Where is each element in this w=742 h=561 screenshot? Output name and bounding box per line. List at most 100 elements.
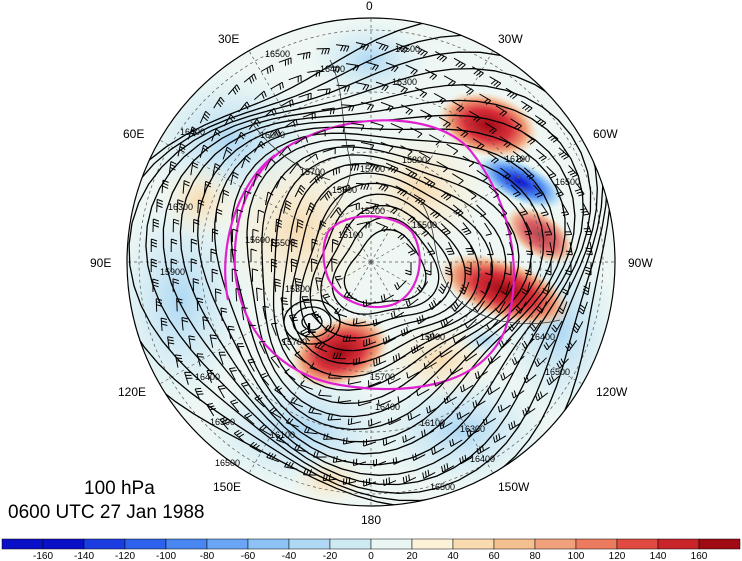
wind-barb: [425, 262, 432, 276]
wind-barb: [394, 280, 407, 291]
wind-barb: [382, 438, 396, 446]
wind-barb: [438, 281, 449, 294]
wind-barb: [380, 101, 394, 112]
wind-barb: [236, 209, 244, 223]
wind-barb: [230, 248, 237, 262]
wind-barb: [523, 374, 537, 384]
wind-barb: [487, 152, 499, 164]
wind-barb: [469, 110, 482, 123]
wind-barb: [172, 278, 179, 292]
wind-barb: [385, 203, 398, 215]
svg-text:15900: 15900: [160, 267, 185, 277]
wind-barb: [311, 238, 318, 253]
colorbar-box: [165, 538, 208, 550]
wind-barb: [567, 164, 578, 178]
wind-barb: [390, 122, 404, 134]
lon-label-90w: 90W: [628, 256, 653, 270]
wind-barb: [452, 335, 466, 344]
wind-barb: [497, 203, 508, 217]
meridian-line: [159, 261, 372, 385]
wind-barb: [301, 296, 310, 310]
wind-barb: [355, 82, 370, 91]
wind-barb: [356, 221, 370, 229]
lon-label-150e: 150E: [213, 480, 242, 494]
wind-barb: [150, 258, 158, 272]
svg-text:15700: 15700: [370, 372, 395, 382]
wind-barb: [373, 458, 387, 467]
wind-barb: [461, 83, 474, 95]
colorbar-tick-label: -60: [241, 551, 256, 561]
wind-barb: [449, 367, 463, 376]
wind-barb: [452, 173, 464, 185]
colorbar-box: [83, 538, 126, 550]
height-contour: [145, 67, 598, 486]
wind-barb: [223, 114, 236, 127]
wind-barb: [259, 372, 270, 386]
wind-barb: [196, 297, 204, 312]
colorbar-tick-label: 40: [447, 551, 459, 561]
wind-barb: [174, 354, 183, 368]
wind-barb: [453, 57, 466, 69]
colorbar-box: [370, 538, 413, 550]
wind-barb: [319, 190, 333, 201]
wind-barb: [466, 429, 480, 438]
wind-barb: [187, 126, 198, 140]
wind-barb: [209, 334, 217, 348]
wind-barb: [545, 262, 552, 276]
wind-barb: [459, 454, 473, 465]
meridian-line: [248, 261, 372, 474]
wind-barb: [365, 61, 379, 71]
wind-barb: [487, 242, 494, 256]
wind-barb: [219, 416, 230, 430]
colorbar-box: [329, 538, 372, 550]
wind-barb: [177, 143, 187, 157]
wind-barb: [213, 96, 225, 109]
wind-barb: [353, 458, 367, 466]
wind-barb: [271, 238, 278, 252]
svg-text:16500: 16500: [395, 44, 420, 54]
wind-barb: [156, 198, 163, 213]
highlight-contours: [224, 119, 515, 391]
wind-barb: [326, 166, 340, 176]
wind-barb: [500, 167, 512, 180]
colorbar-tick-label: 0: [368, 551, 374, 561]
wind-barb: [406, 371, 420, 379]
wind-barb: [422, 469, 436, 479]
wind-barb: [428, 299, 442, 310]
wind-barb: [424, 69, 438, 80]
svg-text:15600: 15600: [245, 235, 270, 245]
svg-text:15200: 15200: [360, 206, 385, 216]
wind-barb: [206, 402, 216, 417]
wind-barb: [494, 301, 506, 314]
wind-barb: [296, 219, 304, 233]
wind-barb: [446, 143, 459, 156]
wind-barb: [161, 179, 169, 194]
wind-barb: [278, 57, 292, 66]
colorbar-box: [411, 538, 454, 550]
wind-barb: [416, 388, 430, 397]
colorbar-tick-label: 100: [568, 551, 585, 561]
wind-barb: [240, 381, 250, 395]
wind-barb: [270, 258, 278, 273]
wind-barb: [274, 278, 282, 292]
wind-barb: [523, 167, 535, 180]
polar-stereographic-map: L 16500 16400 16500 16300 16400 16000 15…: [126, 17, 616, 507]
wind-barb: [230, 399, 240, 413]
lon-label-120w: 120W: [596, 385, 628, 399]
wind-barb: [551, 320, 563, 333]
meridian-line: [370, 261, 494, 474]
wind-barb: [452, 100, 464, 113]
wind-barb: [504, 222, 513, 236]
wind-barb: [278, 145, 292, 157]
wind-barb: [557, 301, 568, 315]
wind-barb: [303, 468, 317, 476]
wind-barb: [203, 180, 212, 195]
wind-barb: [471, 66, 484, 78]
colorbar-box: [698, 538, 741, 550]
wind-barb: [202, 316, 210, 330]
wind-barb: [340, 104, 355, 112]
lon-label-30e: 30E: [218, 32, 240, 46]
wind-barb: [414, 87, 428, 98]
svg-text:16300: 16300: [168, 202, 193, 212]
wind-barb: [274, 385, 286, 398]
